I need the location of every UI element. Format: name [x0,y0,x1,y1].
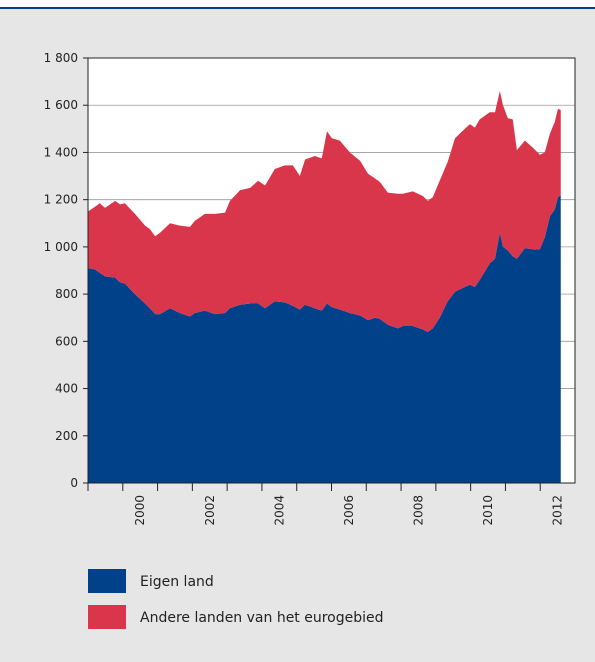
y-tick-label: 0 [70,476,78,490]
area [88,194,561,483]
y-tick-label: 600 [55,334,78,348]
y-tick-label: 1 400 [44,145,78,159]
x-tick-label: 2004 [272,495,286,526]
y-tick-label: 1 200 [44,193,78,207]
y-tick-label: 1 600 [44,98,78,112]
legend-swatch [88,569,126,593]
top-band [0,0,595,9]
x-tick-label: 2006 [342,495,356,526]
x-tick-label: 2002 [203,495,217,526]
x-tick-label: 2008 [411,495,425,526]
y-tick-label: 1 800 [44,51,78,65]
legend-swatch [88,605,126,629]
x-tick-label: 2000 [133,495,147,526]
y-tick-label: 800 [55,287,78,301]
legend-label: Andere landen van het eurogebied [140,610,384,626]
y-tick-label: 400 [55,382,78,396]
legend-label: Eigen land [140,574,214,590]
area [88,91,561,332]
x-tick-label: 2010 [481,495,495,526]
y-tick-label: 200 [55,429,78,443]
y-tick-label: 1 000 [44,240,78,254]
x-tick-label: 2012 [551,495,565,526]
